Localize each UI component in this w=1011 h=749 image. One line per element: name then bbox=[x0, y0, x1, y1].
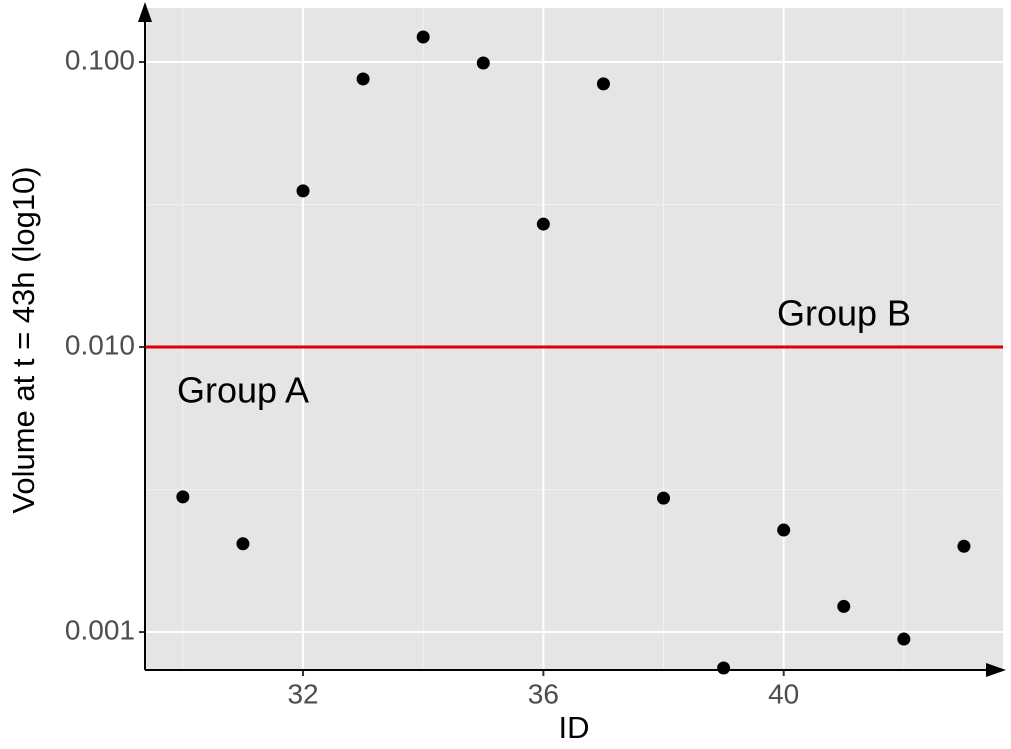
annotation: Group B bbox=[777, 293, 911, 334]
point bbox=[176, 490, 190, 504]
x-axis-title: ID bbox=[559, 710, 590, 745]
y-tick-label: 0.010 bbox=[65, 329, 135, 360]
y-tick-label: 0.100 bbox=[65, 44, 135, 75]
x-tick-label: 40 bbox=[768, 678, 799, 709]
x-tick-label: 36 bbox=[528, 678, 559, 709]
point bbox=[536, 217, 550, 231]
point bbox=[296, 184, 310, 198]
point bbox=[897, 632, 911, 646]
annotation: Group A bbox=[177, 370, 309, 411]
x-arrow bbox=[986, 663, 1006, 677]
point bbox=[476, 56, 490, 70]
y-axis-title: Volume at t = 43h (log10) bbox=[6, 166, 41, 513]
point bbox=[657, 491, 671, 505]
point bbox=[416, 30, 430, 44]
point bbox=[596, 77, 610, 91]
point bbox=[837, 599, 851, 613]
point bbox=[777, 523, 791, 537]
y-arrow bbox=[138, 2, 152, 22]
point bbox=[717, 661, 731, 675]
point bbox=[236, 537, 250, 551]
plot-background bbox=[145, 8, 1003, 670]
y-tick-label: 0.001 bbox=[65, 614, 135, 645]
point bbox=[957, 539, 971, 553]
point bbox=[356, 72, 370, 86]
x-tick-label: 32 bbox=[287, 678, 318, 709]
